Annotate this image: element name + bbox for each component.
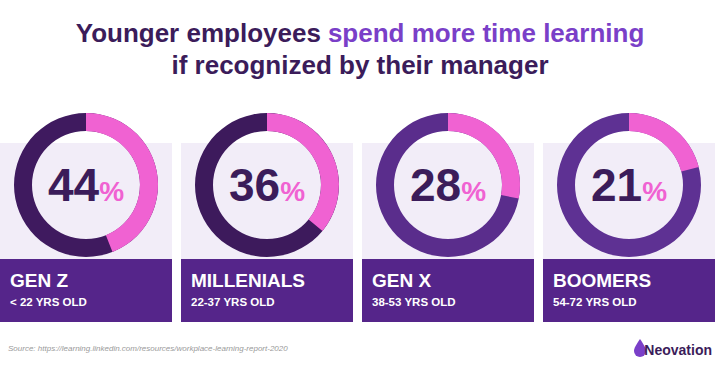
donut-track (376, 113, 520, 257)
group-title: MILLENIALS (191, 270, 305, 291)
data-label: 44% (48, 159, 124, 211)
group-title: GEN Z (10, 270, 68, 291)
title-text: if recognized by their manager (171, 50, 548, 80)
data-label-unit: % (280, 176, 305, 207)
data-label-number: 21 (591, 159, 642, 211)
group-title: BOOMERS (553, 270, 651, 291)
title-text: Younger employees (76, 18, 321, 48)
logo: Neovation (634, 339, 712, 358)
data-label: 21% (591, 159, 667, 211)
donut-card: 36% MILLENIALS 22-37 YRS OLD (181, 113, 353, 322)
data-label-unit: % (461, 176, 486, 207)
donut (195, 113, 339, 257)
data-label-number: 28 (410, 159, 461, 211)
donut-track (195, 113, 339, 257)
data-label: 36% (229, 159, 305, 211)
group-subtitle: 54-72 YRS OLD (553, 296, 637, 308)
infographic: Younger employeesspend more time learnin… (0, 0, 720, 370)
donut-card: 44% GEN Z < 22 YRS OLD (0, 113, 172, 322)
card-band (0, 259, 172, 322)
card-band (181, 259, 353, 322)
data-label-unit: % (642, 176, 667, 207)
donut-card: 28% GEN X 38-53 YRS OLD (362, 113, 534, 322)
card-band (543, 259, 715, 322)
donut (376, 113, 520, 257)
data-label-number: 44 (48, 159, 100, 211)
logo-text: Neovation (644, 342, 712, 358)
data-label-unit: % (99, 176, 124, 207)
donut-track (14, 113, 158, 257)
donut (557, 113, 701, 257)
data-label-number: 36 (229, 159, 280, 211)
donut (14, 113, 158, 257)
donut-card: 21% BOOMERS 54-72 YRS OLD (543, 113, 715, 322)
donut-track (557, 113, 701, 257)
title-line: Younger employeesspend more time learnin… (76, 18, 645, 48)
card-band (362, 259, 534, 322)
data-label: 28% (410, 159, 486, 211)
group-title: GEN X (372, 270, 431, 291)
group-subtitle: < 22 YRS OLD (10, 296, 87, 308)
title-highlight: spend more time learning (328, 18, 644, 48)
group-subtitle: 38-53 YRS OLD (372, 296, 456, 308)
group-subtitle: 22-37 YRS OLD (191, 296, 275, 308)
source-note: Source: https://learning.linkedin.com/re… (8, 344, 288, 353)
